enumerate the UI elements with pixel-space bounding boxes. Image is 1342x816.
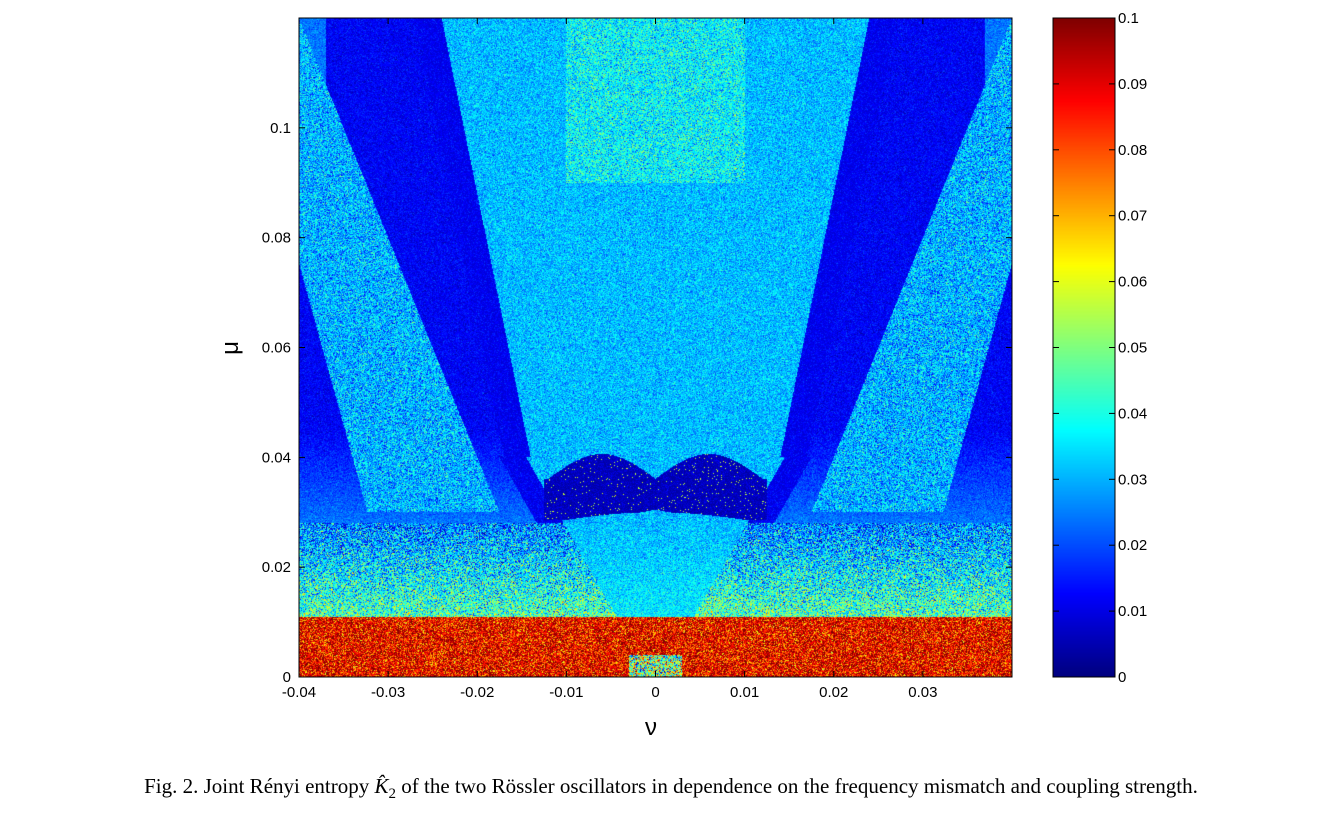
y-tick-label: 0.1: [270, 120, 291, 137]
colorbar-tick-label: 0.06: [1118, 274, 1147, 291]
x-tick-label: -0.01: [549, 684, 583, 701]
y-tick-label: 0.02: [262, 559, 291, 576]
x-tick-label: 0: [651, 684, 659, 701]
x-axis-ticks: -0.04 -0.03 -0.02 -0.01 0 0.01 0.02 0.03: [282, 18, 937, 701]
colorbar-tick-label: 0.09: [1118, 76, 1147, 93]
y-tick-label: 0.06: [262, 340, 291, 357]
caption-suffix: of the two Rössler oscillators in depend…: [396, 774, 1198, 798]
caption-symbol: K̂: [374, 774, 389, 798]
caption-subscript: 2: [388, 786, 397, 803]
colorbar-tick-label: 0.03: [1118, 471, 1147, 488]
caption-prefix: Fig. 2. Joint Rényi entropy: [144, 774, 375, 798]
plot-frame: [298, 17, 1013, 678]
x-tick-label: -0.04: [282, 684, 316, 701]
y-tick-label: 0.08: [262, 230, 291, 247]
colorbar-frame: [1052, 17, 1116, 678]
colorbar-ticks: 0 0.01 0.02 0.03 0.04 0.05 0.06 0.07 0.08 0.09 0.1: [1053, 10, 1147, 686]
x-tick-label: 0.01: [730, 684, 759, 701]
y-tick-label: 0: [283, 669, 291, 686]
x-tick-label: -0.03: [371, 684, 405, 701]
colorbar-tick-label: 0.04: [1118, 405, 1147, 422]
y-axis-label: μ: [217, 341, 244, 355]
x-tick-label: 0.03: [908, 684, 937, 701]
colorbar-tick-label: 0: [1118, 669, 1126, 686]
colorbar: [1053, 18, 1115, 677]
colorbar-tick-label: 0.08: [1118, 142, 1147, 159]
x-tick-label: 0.02: [819, 684, 848, 701]
y-tick-label: 0.04: [262, 449, 291, 466]
colorbar-tick-label: 0.07: [1118, 208, 1147, 225]
axes: -0.04 -0.03 -0.02 -0.01 0 0.01 0.02 0.03 00.020…: [217, 10, 1147, 741]
x-axis-label: ν: [645, 714, 657, 741]
figure-caption: Fig. 2. Joint Rényi entropy K̂2 of the t…: [0, 774, 1342, 803]
colorbar-tick-label: 0.01: [1118, 603, 1147, 620]
heatmap: [299, 18, 1012, 677]
colorbar-tick-label: 0.02: [1118, 537, 1147, 554]
x-tick-label: -0.02: [460, 684, 494, 701]
colorbar-tick-label: 0.1: [1118, 10, 1139, 27]
colorbar-tick-label: 0.05: [1118, 340, 1147, 357]
y-axis-ticks: 0 0.02 0.04 0.06 0.08 0.1: [262, 120, 1012, 686]
